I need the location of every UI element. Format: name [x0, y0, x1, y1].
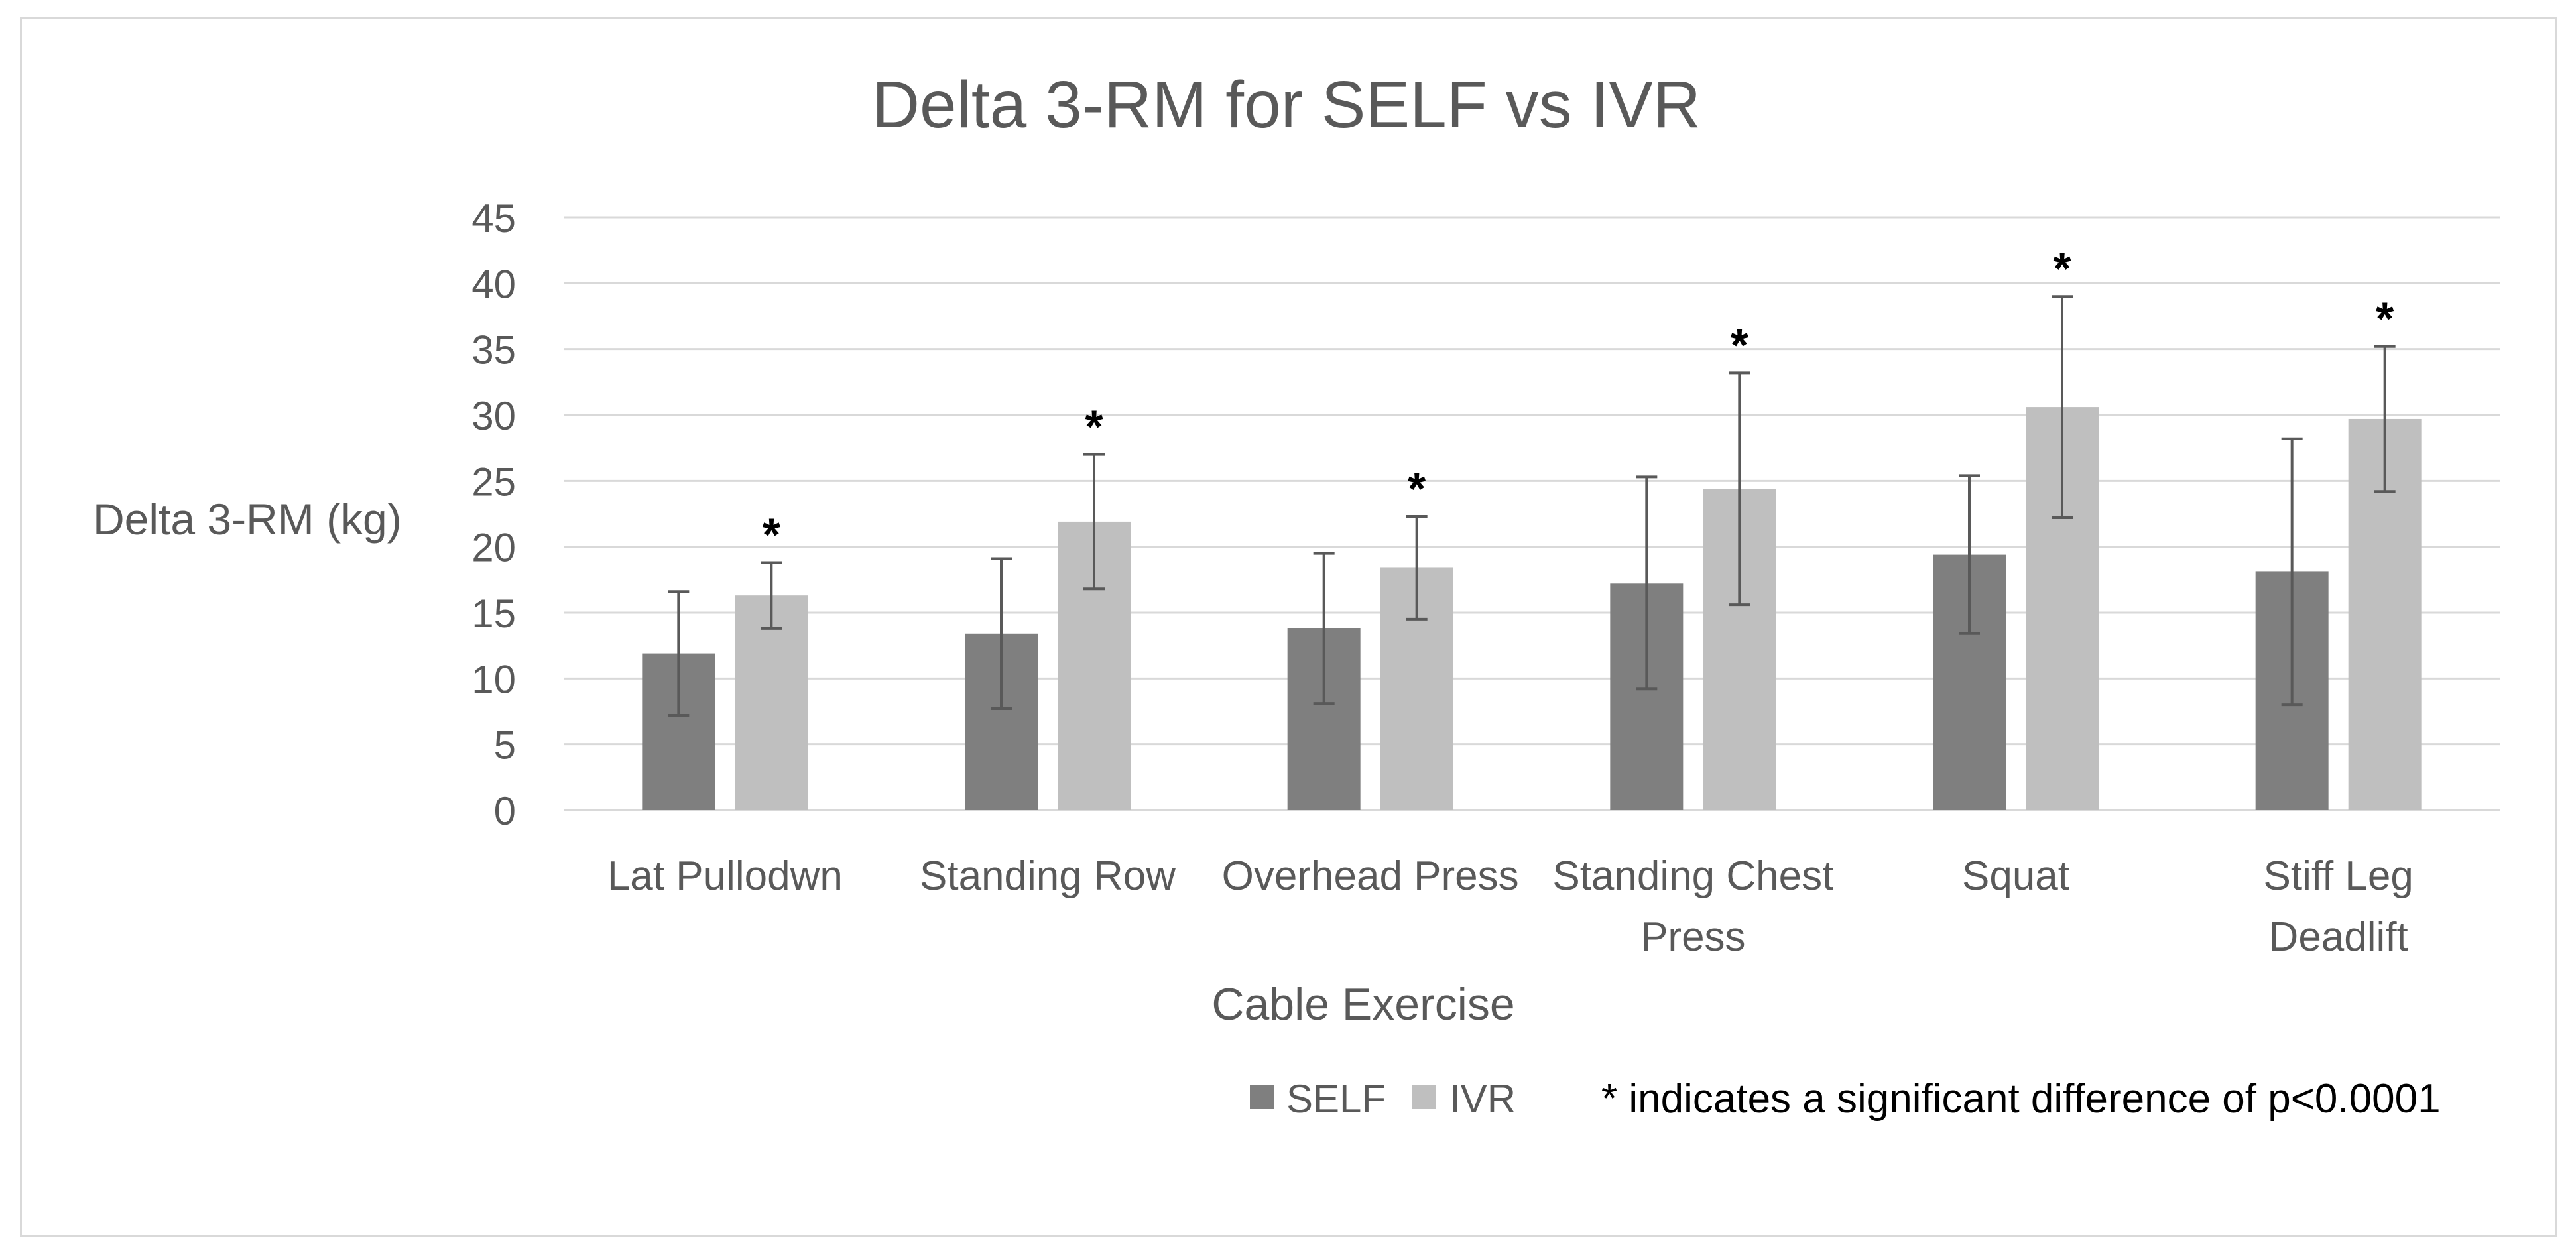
legend-label-ivr: IVR [1449, 1077, 1516, 1121]
y-axis-ticks: 0 5 10 15 20 25 30 35 40 45 [471, 196, 516, 833]
legend-label-self: SELF [1286, 1077, 1386, 1121]
significance-star: * [1085, 401, 1103, 453]
significance-star: * [2376, 293, 2394, 345]
x-tick-label: Lat Pullodwn [607, 853, 843, 899]
chart-frame [20, 17, 2557, 1237]
x-tick-label: Stiff Leg [2263, 853, 2413, 899]
x-tick-label: Standing Chest [1552, 853, 1833, 899]
y-axis-label: Delta 3-RM (kg) [93, 495, 402, 544]
y-tick-label: 25 [471, 459, 516, 504]
x-axis-ticks: Lat Pullodwn Standing Row Overhead Press St… [607, 853, 2414, 960]
significance-star: * [2053, 243, 2071, 294]
significance-markers: * * * * * * [763, 243, 2394, 560]
bar-ivr [735, 595, 808, 810]
y-tick-label: 35 [471, 328, 516, 373]
x-tick-label: Deadlift [2269, 914, 2408, 960]
significance-star: * [763, 509, 781, 561]
x-axis-label: Cable Exercise [1211, 979, 1514, 1030]
y-tick-label: 20 [471, 526, 516, 570]
x-tick-label: Standing Row [920, 853, 1176, 899]
y-tick-label: 45 [471, 196, 516, 241]
x-tick-label: Overhead Press [1222, 853, 1519, 899]
y-tick-label: 30 [471, 394, 516, 438]
y-tick-label: 5 [494, 723, 516, 768]
legend: SELF IVR [1250, 1077, 1516, 1121]
significance-star: * [1408, 463, 1426, 514]
y-tick-label: 15 [471, 591, 516, 636]
significance-note: * indicates a significant difference of … [1601, 1076, 2441, 1122]
chart-title: Delta 3-RM for SELF vs IVR [872, 68, 1701, 142]
error-bars [668, 295, 2396, 717]
x-tick-label: Press [1640, 914, 1745, 960]
gridlines [564, 216, 2500, 811]
y-tick-label: 10 [471, 657, 516, 701]
y-tick-label: 0 [494, 789, 516, 833]
legend-swatch-ivr [1412, 1085, 1436, 1109]
bars [642, 407, 2422, 810]
x-tick-label: Squat [1962, 853, 2069, 899]
significance-star: * [1731, 319, 1749, 371]
y-tick-label: 40 [471, 262, 516, 306]
legend-swatch-self [1250, 1085, 1274, 1109]
